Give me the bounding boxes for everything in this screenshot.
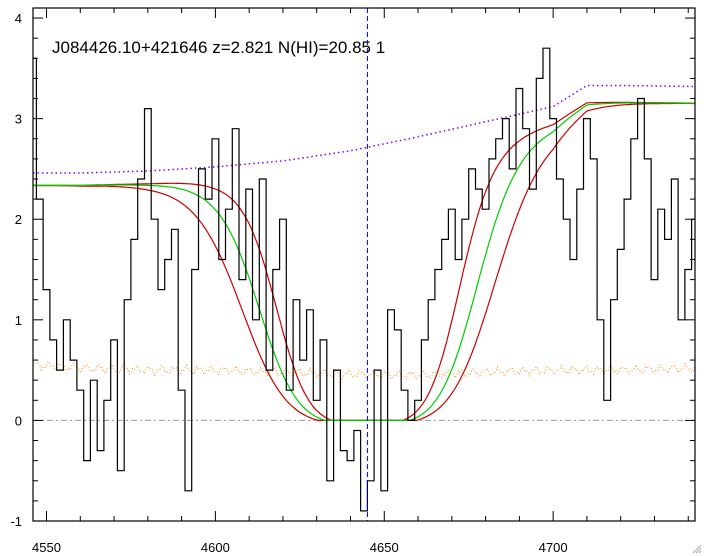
flux-line [33,47,695,512]
error-line [33,360,695,382]
resize-grip-icon[interactable] [690,542,702,554]
plot-frame [32,7,696,522]
y-tick-label: -1 [10,514,22,529]
y-tick-label: 3 [15,112,22,127]
series-layer [33,8,695,521]
x-tick-label: 4550 [32,540,61,555]
y-tick-label: 0 [15,413,22,428]
axes-layer: 4550 4600 4650 4700 -1 0 1 2 3 4 [10,7,696,555]
y-tick-label: 4 [15,11,22,26]
continuum-line [33,84,695,174]
chart-title: J084426.10+421646 z=2.821 N(HI)=20.85 1 [52,38,385,57]
x-tick-label: 4600 [201,540,230,555]
fit-line [33,102,695,421]
y-tick-label: 2 [15,212,22,227]
x-tick-label: 4700 [539,540,568,555]
y-tick-label: 1 [15,313,22,328]
x-tick-label: 4650 [370,540,399,555]
